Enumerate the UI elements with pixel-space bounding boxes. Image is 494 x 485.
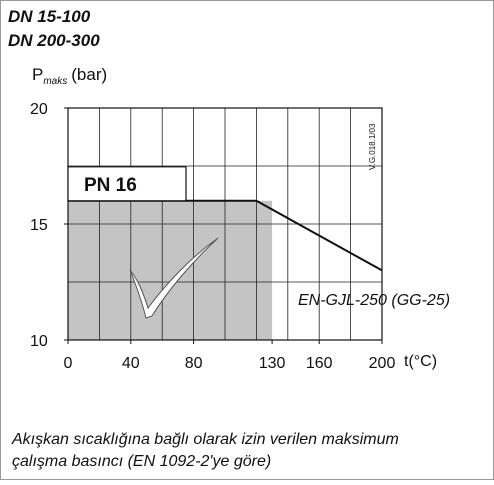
pn-box (67, 166, 187, 202)
x-tick-label: 40 (122, 355, 140, 372)
title-line: DN 200-300 (8, 31, 100, 50)
x-tick-label: 200 (369, 355, 396, 372)
y-tick-label: 15 (30, 217, 48, 234)
x-tick-label: 0 (64, 355, 73, 372)
y-tick-label: 20 (30, 101, 48, 118)
series-label: EN-GJL-250 (GG-25) (298, 292, 450, 309)
x-tick-label: 160 (306, 355, 333, 372)
caption: çalışma basıncı (EN 1092-2'ye göre) (12, 453, 271, 470)
y-axis-label: Pmaks (bar) (32, 65, 107, 87)
code-label: V.G.018.1/03 (368, 123, 377, 170)
plot: 0 40 80 130 160 200 10 15 20 t(°C) PN 16 EN-GJL-250… (30, 101, 450, 372)
y-tick-label: 10 (30, 333, 48, 350)
y-label-unit: (bar) (71, 65, 107, 84)
x-axis-label: t(°C) (404, 353, 437, 370)
x-tick-label: 80 (185, 355, 203, 372)
checkmark (129, 237, 219, 319)
pressure-class: PN 16 (84, 175, 137, 196)
caption: Akışkan sıcaklığına bağlı olarak izin ve… (11, 431, 399, 448)
y-label-sub: maks (43, 76, 67, 87)
y-label-main: P (32, 65, 43, 84)
x-tick-label: 130 (259, 355, 286, 372)
shaded-region (68, 200, 273, 340)
title-line: DN 15-100 (8, 7, 91, 26)
